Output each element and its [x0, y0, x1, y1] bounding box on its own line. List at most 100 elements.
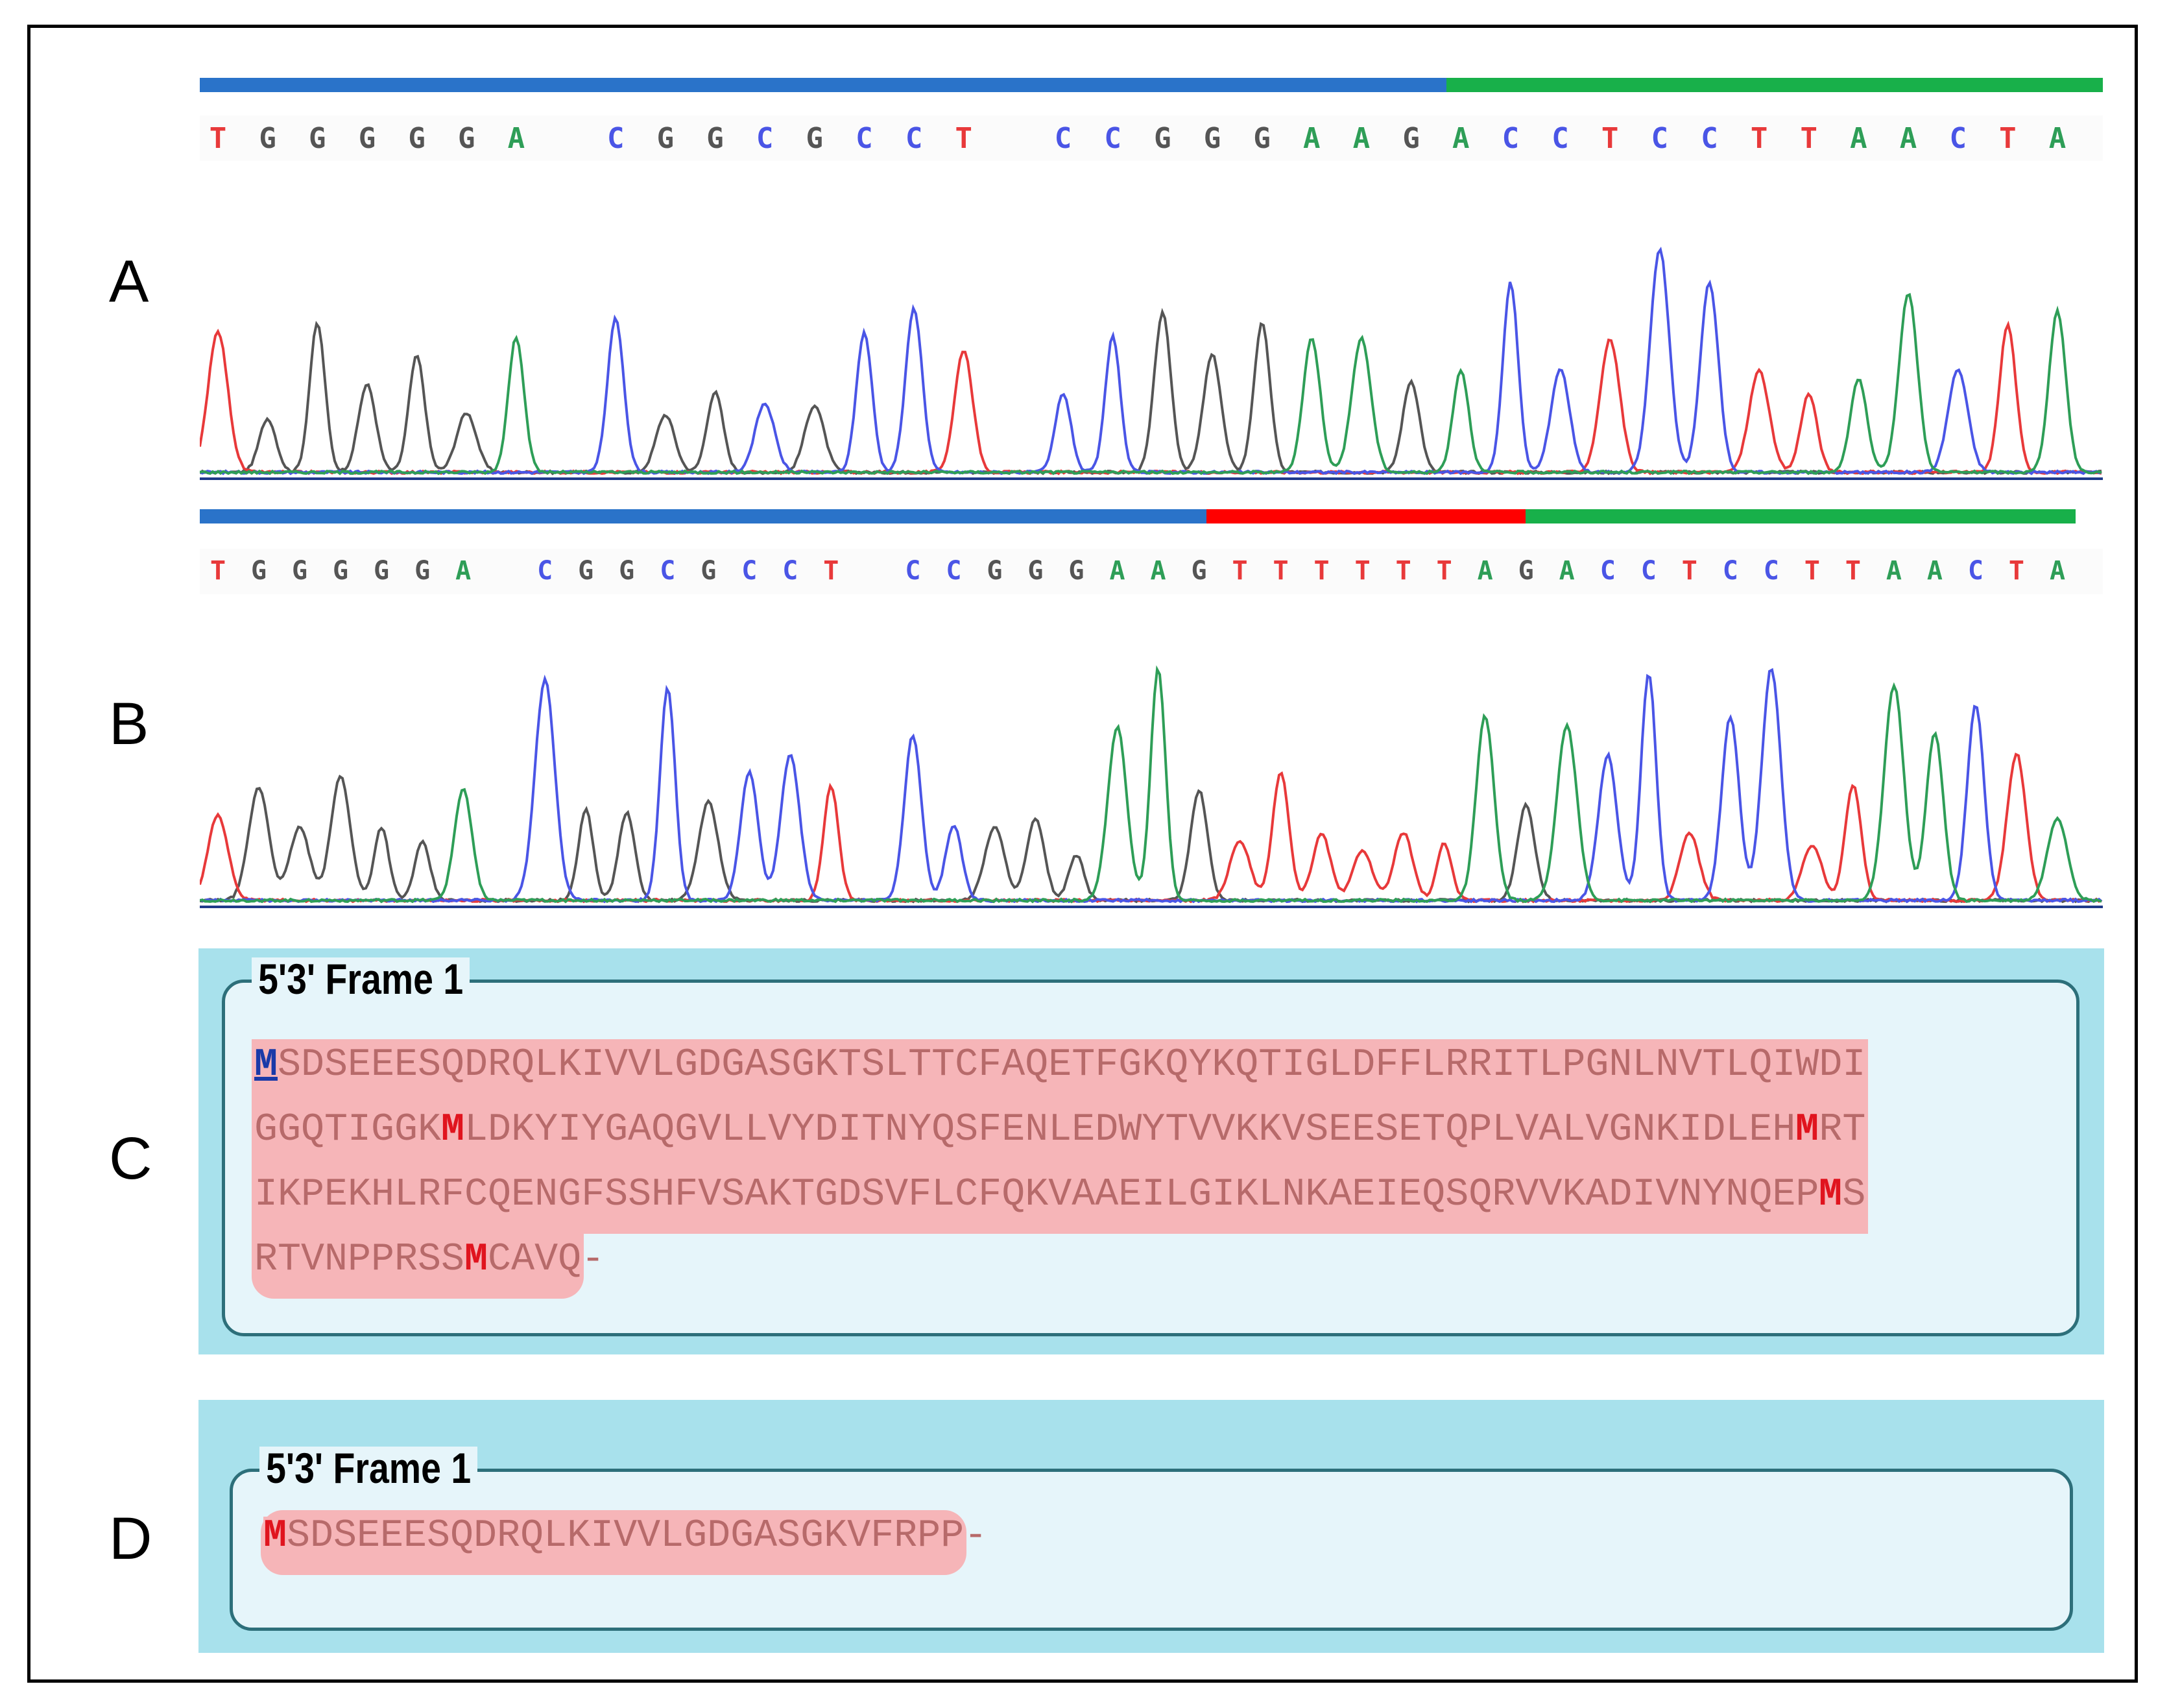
base-call-b: C [537, 556, 553, 586]
base-call-a: G [1154, 122, 1171, 155]
sequence-bar-red-b [1206, 509, 1526, 523]
methionine-residue: M [1795, 1108, 1819, 1152]
base-call-a: C [856, 122, 873, 155]
base-call-a: G [259, 122, 276, 155]
panel-label-c: C [109, 1125, 152, 1192]
orf-highlight [252, 1104, 1868, 1169]
base-call-b: T [1845, 556, 1861, 586]
base-call-a: C [1054, 122, 1072, 155]
base-call-b: T [1436, 556, 1452, 586]
base-call-a: T [1750, 122, 1768, 155]
methionine-residue: M [254, 1043, 278, 1087]
base-call-b: G [414, 556, 431, 586]
sequence-bar-blue-b [200, 509, 1206, 523]
base-call-b: G [1191, 556, 1207, 586]
base-call-a: T [1601, 122, 1619, 155]
base-call-a: G [408, 122, 425, 155]
base-call-a: C [1949, 122, 1967, 155]
base-call-b: G [250, 556, 267, 586]
trace-G-a [200, 307, 2102, 475]
base-call-b: T [1313, 556, 1330, 586]
base-call-b: A [1477, 556, 1493, 586]
base-call-b: A [1926, 556, 1943, 586]
base-call-a: C [1552, 122, 1569, 155]
base-call-b: A [1886, 556, 1902, 586]
base-call-a: A [1899, 122, 1917, 155]
base-call-a: T [1999, 122, 2017, 155]
base-call-b: C [1763, 556, 1779, 586]
base-call-b: G [1068, 556, 1084, 586]
sequence-bar-green-b [1526, 509, 2076, 523]
base-call-a: C [1104, 122, 1121, 155]
protein-line: GGQTIGGKMLDKYIYGAQGVLLVYDITNYQSFENLEDWYT… [254, 1108, 1866, 1152]
base-call-a: A [1452, 122, 1470, 155]
orf-panel-c: 5'3' Frame 1 MSDSEEESQDRQLKIVVLGDGASGKTS… [198, 948, 2104, 1354]
panel-label-a: A [109, 248, 149, 315]
base-call-b: T [2008, 556, 2025, 586]
base-call-b: C [905, 556, 921, 586]
base-call-a: G [457, 122, 475, 155]
orf-highlight [252, 1039, 1868, 1104]
protein-line: MSDSEEESQDRQLKIVVLGDGASGKVFRPP- [263, 1514, 988, 1558]
base-call-a: C [905, 122, 923, 155]
base-call-a: C [756, 122, 774, 155]
trace-C-a [200, 247, 2102, 475]
sequence-bar-blue-a [200, 78, 1446, 92]
base-call-a: A [1850, 122, 1867, 155]
base-call-a: C [606, 122, 625, 155]
base-call-a: C [1502, 122, 1520, 155]
base-call-b: T [1273, 556, 1289, 586]
base-call-b: G [374, 556, 390, 586]
panel-label-d: D [109, 1506, 152, 1572]
base-call-a: G [706, 122, 724, 155]
panel-label-b: B [109, 691, 149, 757]
orf-highlight [252, 1234, 584, 1299]
base-call-a: G [309, 122, 326, 155]
methionine-residue: M [464, 1238, 488, 1282]
frame-title-d: 5'3' Frame 1 [259, 1447, 478, 1489]
base-call-b: G [333, 556, 349, 586]
base-call-b: G [619, 556, 635, 586]
base-call-b: G [701, 556, 717, 586]
base-call-b: C [741, 556, 758, 586]
base-call-a: G [656, 122, 675, 155]
base-call-a: C [1651, 122, 1669, 155]
base-call-a: G [806, 122, 824, 155]
base-call-b: T [823, 556, 839, 586]
base-call-b: A [2049, 556, 2066, 586]
base-call-b: A [1109, 556, 1125, 586]
orf-highlight [252, 1169, 1868, 1234]
base-call-b: C [1722, 556, 1738, 586]
base-call-b: C [1640, 556, 1657, 586]
base-call-a: A [507, 122, 525, 155]
base-call-a: T [209, 122, 227, 155]
base-call-a: G [358, 122, 376, 155]
base-call-b: A [455, 556, 472, 586]
base-call-a: C [1701, 122, 1718, 155]
base-call-a: A [1352, 122, 1371, 155]
base-call-b: A [1559, 556, 1575, 586]
frame-title-c: 5'3' Frame 1 [252, 957, 470, 1000]
base-call-b: G [578, 556, 594, 586]
trace-G-b [200, 775, 2102, 904]
base-call-a: G [1203, 122, 1221, 155]
base-call-b: G [987, 556, 1003, 586]
base-call-a: A [1303, 122, 1321, 155]
trace-C-b [200, 668, 2103, 904]
base-call-a: T [1800, 122, 1818, 155]
methionine-residue: M [263, 1514, 287, 1558]
base-call-b: G [1027, 556, 1044, 586]
trace-A-a [200, 293, 2102, 475]
base-call-b: T [1354, 556, 1371, 586]
base-call-b: A [1150, 556, 1166, 586]
base-call-b: T [1395, 556, 1411, 586]
protein-line: MSDSEEESQDRQLKIVVLGDGASGKTSLTTCFAQETFGKQ… [254, 1043, 1866, 1087]
trace-T-a [200, 320, 2102, 475]
base-call-a: G [1402, 122, 1420, 155]
base-call-b: T [1681, 556, 1697, 586]
base-call-b: G [1518, 556, 1534, 586]
base-call-b: T [1232, 556, 1248, 586]
base-call-b: T [210, 556, 226, 586]
